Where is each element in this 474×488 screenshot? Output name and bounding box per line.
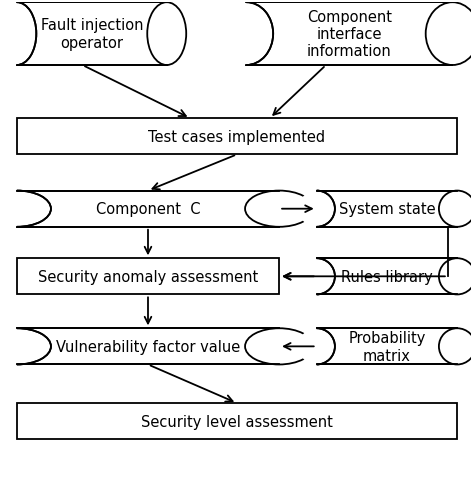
Text: Component
interface
information: Component interface information bbox=[307, 10, 392, 60]
Text: Probability
matrix: Probability matrix bbox=[348, 330, 426, 363]
Text: Vulnerability factor value: Vulnerability factor value bbox=[56, 339, 240, 354]
Text: Test cases implemented: Test cases implemented bbox=[148, 129, 326, 144]
Ellipse shape bbox=[426, 3, 474, 66]
Ellipse shape bbox=[147, 3, 186, 66]
Bar bbox=[17, 328, 279, 365]
Bar bbox=[17, 3, 167, 66]
Bar bbox=[246, 3, 453, 66]
Text: System state: System state bbox=[338, 202, 435, 217]
Ellipse shape bbox=[245, 191, 313, 227]
Ellipse shape bbox=[245, 328, 313, 365]
Ellipse shape bbox=[0, 191, 51, 227]
Ellipse shape bbox=[0, 328, 51, 365]
Text: Security anomaly assessment: Security anomaly assessment bbox=[38, 269, 258, 284]
Bar bbox=[17, 191, 279, 227]
Text: Fault injection
operator: Fault injection operator bbox=[41, 19, 143, 51]
Ellipse shape bbox=[298, 259, 335, 295]
Bar bbox=[17, 403, 457, 439]
Text: Rules library: Rules library bbox=[341, 269, 433, 284]
Ellipse shape bbox=[219, 3, 273, 66]
Bar bbox=[317, 328, 457, 365]
Bar bbox=[317, 259, 457, 295]
Bar bbox=[17, 259, 279, 295]
Bar bbox=[317, 191, 457, 227]
Text: Component  C: Component C bbox=[96, 202, 200, 217]
Text: Security level assessment: Security level assessment bbox=[141, 414, 333, 429]
Ellipse shape bbox=[0, 3, 36, 66]
Bar bbox=[17, 119, 457, 155]
Ellipse shape bbox=[439, 259, 474, 295]
Ellipse shape bbox=[439, 328, 474, 365]
Ellipse shape bbox=[298, 191, 335, 227]
Ellipse shape bbox=[439, 191, 474, 227]
Ellipse shape bbox=[298, 328, 335, 365]
